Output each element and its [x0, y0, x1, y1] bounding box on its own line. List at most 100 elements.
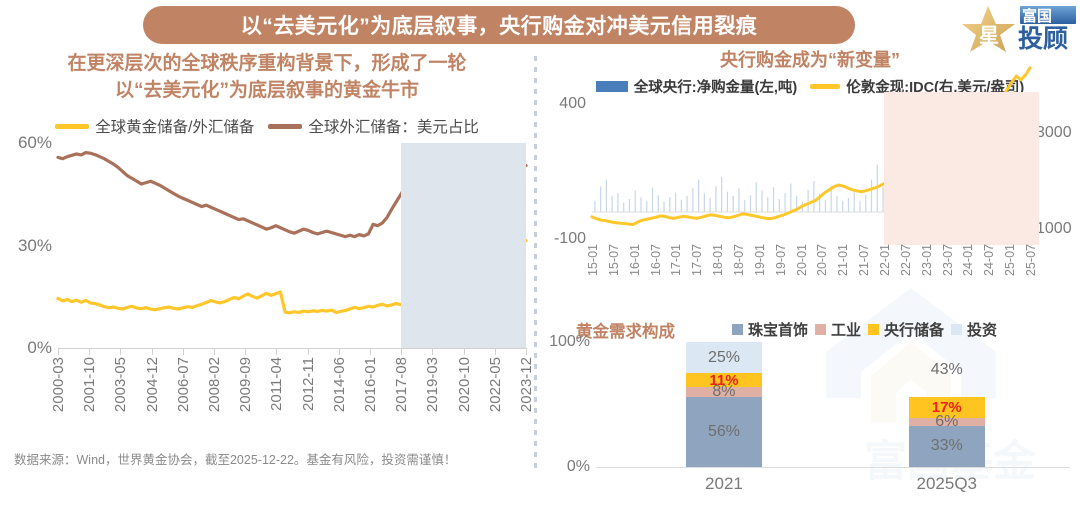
right-top-x-tick-label: 16-07 — [648, 244, 663, 276]
right-top-combo-chart: -100 400 1000 3000 15-01 15-07 16-01 16-07 17-… — [540, 104, 1080, 304]
right-top-left-tick: 400 — [559, 95, 586, 112]
bar-segment-label: 25% — [707, 348, 740, 366]
left-x-tick-label: 2000-03 — [50, 357, 67, 413]
left-x-tick-label: 2014-06 — [330, 357, 348, 413]
legend-label-gold-share: 全球黄金储备/外汇储备 — [95, 119, 255, 136]
right-top-x-tick-label: 20-07 — [815, 244, 830, 276]
right-top-x-tick-label: 24-07 — [982, 244, 997, 276]
left-chart-legend: 全球黄金储备/外汇储备 全球外汇储备：美元占比 — [0, 115, 534, 137]
left-x-tick-mark — [432, 348, 434, 355]
bar-segment-央行储备: 11% — [685, 372, 762, 389]
right-bottom-chart-legend: 珠宝首饰 工业 央行储备 投资 — [732, 319, 997, 340]
right-top-x-tick-label: 18-07 — [731, 244, 746, 276]
right-top-right-axis: 1000 3000 — [1034, 104, 1080, 239]
legend-item-usd-share: 全球外汇储备：美元占比 — [268, 115, 479, 137]
legend-swatch-gold-share — [55, 123, 90, 129]
left-x-tick-mark — [463, 348, 465, 355]
legend-swatch-cb-net-purchase — [595, 81, 628, 92]
banner-title: 以“去美元化”为底层叙事，央行购金对冲美元信用裂痕 — [240, 15, 758, 38]
left-x-tick-label: 2003-05 — [112, 357, 130, 413]
right-bottom-x-tick-label: 2025Q3 — [916, 474, 978, 493]
left-x-tick-label: 2012-11 — [299, 357, 317, 411]
right-top-x-tick-label: 19-01 — [752, 244, 767, 276]
right-bottom-chart-panel: 黄金需求构成 珠宝首饰 工业 央行储备 投资 0% 100% 25% 11% 8% 56% 43… — [540, 318, 1080, 513]
right-top-x-tick-label: 22-01 — [877, 244, 892, 276]
left-chart-plot — [58, 143, 526, 348]
right-bottom-header: 黄金需求构成 珠宝首饰 工业 央行储备 投资 — [540, 318, 1080, 341]
left-x-tick-mark — [401, 348, 403, 355]
right-top-plot — [592, 104, 1039, 245]
svg-text:星: 星 — [979, 24, 999, 47]
panel-divider — [534, 56, 537, 474]
right-top-x-tick-label: 23-07 — [940, 244, 955, 276]
bar-segment-投资: 25% — [685, 342, 762, 374]
left-x-tick-label: 2008-02 — [205, 357, 223, 413]
left-x-tick-label: 2001-10 — [81, 357, 99, 413]
left-title-line2: 以“去美元化”为底层叙事的黄金牛市 — [114, 80, 419, 101]
left-chart-ticks — [58, 348, 527, 355]
left-y-tick: 0% — [27, 338, 52, 357]
right-top-x-tick-label: 15-07 — [606, 244, 621, 276]
bar-segment-label: 17% — [931, 399, 962, 417]
left-x-tick-label: 2019-03 — [424, 357, 442, 413]
legend-swatch-1 — [815, 324, 827, 335]
right-bottom-y-tick: 0% — [566, 458, 590, 475]
right-top-left-axis: -100 400 — [540, 95, 588, 247]
right-top-x-tick-label: 18-01 — [711, 244, 726, 276]
right-bottom-x-tick-label: 2021 — [705, 474, 743, 493]
legend-label-usd-share: 全球外汇储备：美元占比 — [308, 119, 479, 136]
legend-item-gold-share: 全球黄金储备/外汇储备 — [55, 115, 254, 137]
right-top-x-tick-label: 17-07 — [690, 244, 705, 276]
left-x-tick-label: 2004-12 — [143, 357, 161, 413]
legend-swatch-3 — [951, 324, 963, 335]
bar-segment-珠宝首饰: 56% — [685, 397, 762, 467]
right-top-right-tick: 1000 — [1036, 220, 1072, 238]
legend-item-cb-net-purchase: 全球央行:净购金量(左,吨) — [595, 76, 797, 97]
right-top-x-tick-label: 22-07 — [898, 244, 913, 276]
right-top-highlight-band — [883, 92, 1039, 245]
right-bottom-baseline — [596, 467, 1070, 468]
left-title-line1: 在更深层次的全球秩序重构背景下，形成了一轮 — [67, 53, 467, 74]
right-top-x-tick-label: 19-07 — [773, 244, 788, 276]
bar-segment-label: 8% — [712, 383, 736, 400]
right-top-x-axis: 15-01 15-07 16-01 16-07 17-01 17-07 18-01 18-07… — [586, 244, 1038, 306]
right-top-x-tick-label: 23-01 — [919, 244, 934, 276]
left-chart-highlight-band — [401, 143, 526, 348]
legend-label-1: 工业 — [831, 322, 862, 339]
right-bottom-y-tick: 100% — [549, 333, 590, 350]
right-bottom-y-axis: 0% 100% — [540, 333, 592, 475]
left-x-tick-label: 2011-04 — [268, 357, 286, 411]
legend-label-0: 珠宝首饰 — [748, 322, 809, 339]
bar-segment-工业: 8% — [685, 383, 762, 400]
right-top-panel-title: 央行购金成为“新变量” — [720, 50, 900, 70]
left-panel-title: 在更深层次的全球秩序重构背景下，形成了一轮 以“去美元化”为底层叙事的黄金牛市 — [0, 46, 534, 104]
left-chart-x-axis: 2000-03 2001-10 2003-05 2004-12 2006-07 2008-… — [50, 357, 535, 437]
left-x-tick-mark — [213, 348, 215, 355]
legend-item-3: 投资 — [951, 319, 997, 340]
right-top-x-tick-label: 25-01 — [1003, 244, 1018, 276]
left-x-tick-label: 2017-08 — [393, 357, 411, 413]
left-line-chart: 0% 30% 60% 2000-03 2001-10 2003-05 2004-12 200… — [0, 133, 535, 412]
left-x-tick-label: 2022-05 — [486, 357, 504, 413]
left-x-tick-mark — [151, 348, 153, 355]
left-chart-y-axis: 0% 30% 60% — [0, 133, 54, 357]
right-bottom-plot: 25% 11% 8% 56% 43% 17% 6% 33% — [596, 342, 1070, 467]
right-top-x-tick-label: 20-01 — [794, 244, 809, 276]
left-x-tick-mark — [338, 348, 340, 355]
right-top-x-tick-label: 15-01 — [586, 244, 600, 276]
right-top-x-tick-label: 21-07 — [857, 244, 872, 276]
left-x-tick-mark — [182, 348, 184, 355]
left-x-tick-mark — [276, 348, 278, 355]
left-chart-panel: 在更深层次的全球秩序重构背景下，形成了一轮 以“去美元化”为底层叙事的黄金牛市 … — [0, 46, 535, 513]
bar-segment-投资: 43% — [909, 343, 985, 397]
left-chart-axis-line — [58, 348, 526, 349]
legend-swatch-0 — [732, 324, 743, 335]
left-x-tick-label: 2009-09 — [237, 357, 255, 413]
left-x-tick-mark — [89, 348, 91, 355]
right-bottom-panel-title: 黄金需求构成 — [576, 323, 675, 341]
bar-segment-珠宝首饰: 33% — [908, 425, 985, 467]
left-x-tick-mark — [58, 348, 59, 355]
right-top-left-tick: -100 — [553, 230, 586, 247]
right-top-x-tick-label: 24-01 — [961, 244, 976, 276]
left-y-tick: 30% — [17, 235, 52, 255]
